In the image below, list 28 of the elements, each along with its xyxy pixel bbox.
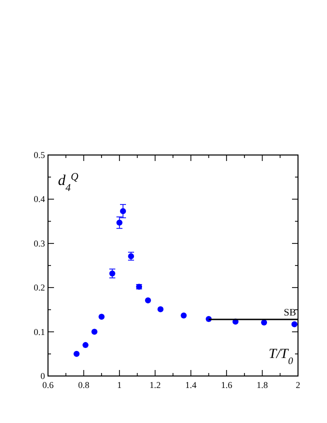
y-tick-label: 0.2 [34, 282, 45, 293]
point [74, 350, 80, 357]
x-tick-label: 2 [296, 380, 300, 390]
x-tick-label: 1.2 [150, 380, 161, 390]
x-tick-label: 1.4 [185, 380, 197, 390]
y-tick-label: 0.4 [34, 194, 46, 204]
point [145, 297, 151, 304]
x-tick-label: 1.8 [256, 380, 268, 390]
y-tick-label: 0.3 [34, 238, 46, 248]
x-tick-label: 1 [117, 380, 122, 390]
x-tick-label: 1.6 [220, 380, 233, 390]
point [291, 321, 298, 328]
point [91, 328, 98, 335]
point [261, 320, 268, 326]
legend-label: SB [284, 307, 296, 318]
x-tick-label: 0.8 [78, 380, 90, 390]
y-tick-label: 0.5 [34, 150, 46, 160]
point [82, 342, 88, 348]
point [120, 208, 126, 214]
y-tick-label: 0.1 [34, 326, 45, 337]
y-tick-label: 0 [40, 371, 46, 381]
point [109, 270, 116, 276]
point [180, 312, 187, 318]
x-tick-label: 0.6 [42, 380, 54, 390]
x-axis-title: T/T$_{0}$ [268, 347, 294, 366]
point [158, 306, 164, 312]
point [98, 314, 105, 320]
point [116, 220, 122, 226]
